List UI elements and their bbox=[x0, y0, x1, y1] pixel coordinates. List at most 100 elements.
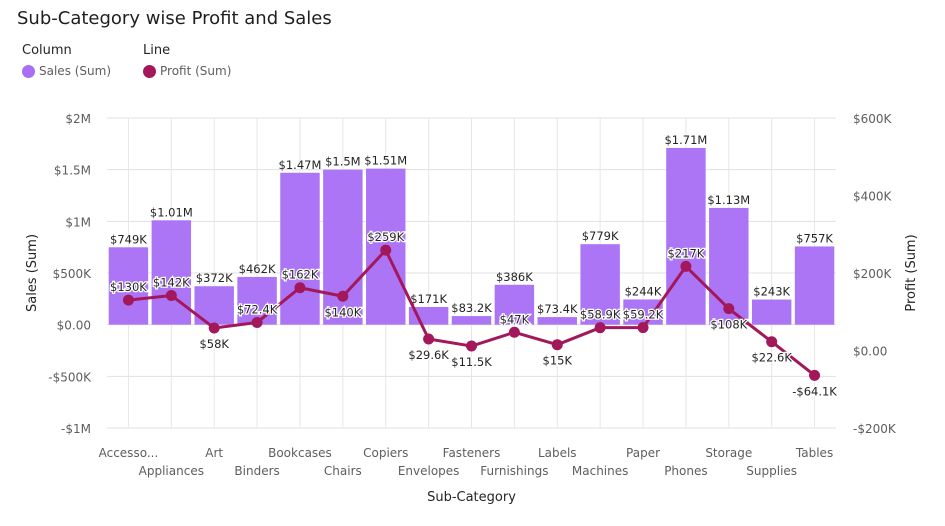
profit-point bbox=[423, 333, 435, 345]
sales-data-label: $462K bbox=[239, 262, 276, 276]
x-category-label: Storage bbox=[705, 446, 752, 460]
profit-point bbox=[551, 339, 563, 351]
x-category-label: Envelopes bbox=[398, 464, 460, 478]
sales-bar bbox=[494, 284, 535, 325]
profit-data-label: $130K bbox=[110, 280, 147, 294]
right-axis-title: Profit (Sum) bbox=[904, 234, 919, 311]
sales-bar bbox=[751, 299, 792, 325]
x-category-label: Labels bbox=[538, 446, 577, 460]
right-tick-label: $600K bbox=[853, 112, 893, 126]
sales-data-label: $757K bbox=[796, 231, 833, 245]
profit-data-label: $11.5K bbox=[451, 355, 492, 369]
right-tick-label: $200K bbox=[853, 267, 893, 281]
x-category-label: Copiers bbox=[363, 446, 408, 460]
sales-bar bbox=[623, 299, 663, 325]
sales-bar bbox=[108, 247, 149, 325]
profit-data-label: $217K bbox=[668, 246, 705, 260]
profit-point bbox=[337, 290, 349, 302]
sales-data-label: $1.71M bbox=[664, 133, 707, 147]
profit-data-label: $72.4K bbox=[237, 302, 278, 316]
profit-data-label: $58.9K bbox=[580, 308, 621, 322]
left-axis-title: Sales (Sum) bbox=[25, 234, 40, 312]
profit-data-label: $22.6K bbox=[751, 351, 792, 365]
x-category-label: Binders bbox=[234, 464, 279, 478]
left-tick-label: $500K bbox=[53, 267, 93, 281]
sales-data-label: $779K bbox=[582, 229, 619, 243]
x-category-label: Paper bbox=[626, 446, 660, 460]
x-category-label: Fasteners bbox=[443, 446, 501, 460]
sales-bar bbox=[537, 317, 577, 325]
left-tick-label: $0.00 bbox=[57, 319, 91, 333]
left-tick-label: -$500K bbox=[48, 370, 92, 384]
sales-data-label: $1.5M bbox=[325, 155, 361, 169]
profit-point bbox=[466, 340, 477, 352]
right-tick-label: -$200K bbox=[853, 422, 897, 436]
sales-bar bbox=[151, 220, 192, 325]
profit-point bbox=[809, 369, 821, 381]
sales-data-label: $73.4K bbox=[537, 302, 578, 316]
legend-item-profit[interactable]: Profit (Sum) bbox=[143, 64, 231, 78]
right-tick-label: $400K bbox=[853, 190, 893, 204]
x-category-label: Accesso... bbox=[99, 446, 159, 460]
x-category-label: Appliances bbox=[139, 464, 204, 478]
sales-bar bbox=[794, 246, 835, 325]
sales-bar bbox=[237, 276, 277, 325]
profit-data-label: $15K bbox=[543, 354, 573, 368]
profit-point bbox=[594, 322, 606, 334]
right-tick-label: $0.00 bbox=[853, 345, 887, 359]
profit-point bbox=[251, 316, 263, 328]
profit-data-label: -$64.1K bbox=[792, 384, 837, 398]
sales-data-label: $1.01M bbox=[150, 205, 193, 219]
legend-sales-label: Sales (Sum) bbox=[39, 64, 112, 78]
sales-data-label: $83.2K bbox=[451, 301, 492, 315]
chart-title: Sub-Category wise Profit and Sales bbox=[17, 8, 332, 29]
profit-data-label: $58K bbox=[199, 337, 229, 351]
profit-point bbox=[680, 260, 692, 272]
profit-data-label: $162K bbox=[282, 268, 319, 282]
legend-item-sales[interactable]: Sales (Sum) bbox=[22, 64, 111, 78]
sales-bar bbox=[280, 172, 320, 325]
profit-data-label: $59.2K bbox=[623, 308, 664, 322]
profit-point bbox=[766, 336, 778, 348]
left-tick-label: -$1M bbox=[61, 422, 91, 436]
legend-column-heading: Column bbox=[22, 43, 72, 58]
legend-profit-swatch bbox=[143, 64, 156, 78]
x-category-label: Phones bbox=[664, 464, 707, 478]
sales-data-label: $386K bbox=[496, 270, 533, 284]
profit-data-label: $108K bbox=[710, 318, 747, 332]
profit-data-label: $259K bbox=[367, 230, 404, 244]
profit-data-label: $29.6K bbox=[408, 348, 449, 362]
legend-line-group: Line Profit (Sum) bbox=[143, 43, 231, 78]
x-category-label: Furnishings bbox=[480, 464, 548, 478]
sales-data-label: $1.13M bbox=[707, 193, 750, 207]
sales-data-label: $1.51M bbox=[364, 154, 407, 168]
profit-data-label: $140K bbox=[324, 305, 361, 319]
profit-point bbox=[208, 322, 220, 334]
profit-point bbox=[637, 322, 649, 334]
legend-line-heading: Line bbox=[143, 43, 171, 58]
x-category-label: Supplies bbox=[746, 464, 797, 478]
profit-point bbox=[508, 326, 520, 338]
left-tick-label: $2M bbox=[65, 112, 91, 126]
x-category-label: Machines bbox=[572, 464, 628, 478]
left-tick-label: $1.5M bbox=[54, 164, 91, 178]
x-axis-title: Sub-Category bbox=[427, 490, 516, 505]
profit-point bbox=[380, 244, 392, 256]
profit-point bbox=[122, 294, 134, 306]
x-category-label: Bookcases bbox=[268, 446, 332, 460]
profit-point bbox=[165, 289, 177, 301]
sales-bar bbox=[580, 244, 620, 325]
profit-point bbox=[723, 303, 735, 315]
profit-data-label: $47K bbox=[500, 312, 530, 326]
legend-profit-label: Profit (Sum) bbox=[160, 64, 232, 78]
sales-data-label: $749K bbox=[110, 232, 147, 246]
profit-data-label: $142K bbox=[153, 275, 190, 289]
sales-data-label: $372K bbox=[196, 271, 233, 285]
left-tick-label: $1M bbox=[65, 215, 91, 229]
sales-data-label: $1.47M bbox=[279, 158, 322, 172]
sales-data-label: $171K bbox=[410, 292, 447, 306]
legend-sales-swatch bbox=[22, 64, 35, 78]
sales-data-label: $243K bbox=[753, 285, 790, 299]
